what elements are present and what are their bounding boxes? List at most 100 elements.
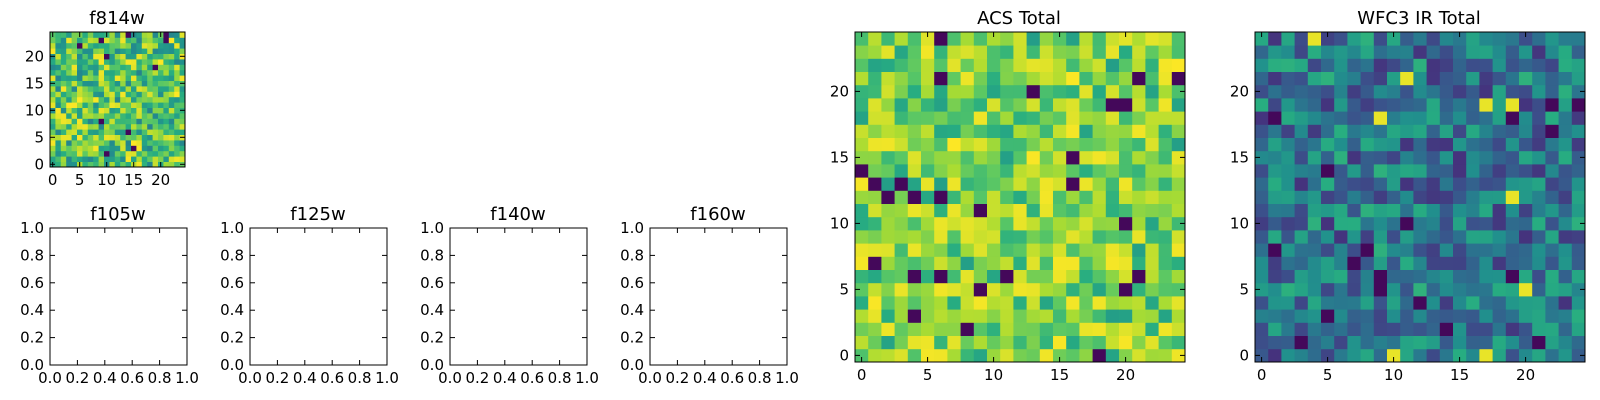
heatmap-cell xyxy=(1105,111,1120,125)
heatmap-cell xyxy=(158,64,164,71)
heatmap-cell xyxy=(1255,203,1269,218)
heatmap-cell xyxy=(1000,32,1014,46)
heatmap-cell xyxy=(1132,164,1146,178)
heatmap-cell xyxy=(1026,348,1041,363)
heatmap-cell xyxy=(907,269,922,284)
heatmap-cell xyxy=(973,296,988,310)
y-tick-label: 1.0 xyxy=(420,219,444,237)
heatmap-cell xyxy=(174,129,180,135)
heatmap-cell xyxy=(1132,296,1146,310)
heatmap-cell xyxy=(907,124,922,138)
x-tick-label: 15 xyxy=(1050,366,1069,384)
heatmap-cell xyxy=(136,75,143,81)
heatmap-cell xyxy=(66,37,72,44)
heatmap-cell xyxy=(93,107,99,114)
heatmap-cell xyxy=(174,48,180,54)
heatmap-cell xyxy=(934,71,948,86)
heatmap-cell xyxy=(1360,282,1375,297)
heatmap-cell xyxy=(1334,45,1348,59)
heatmap-cell xyxy=(1092,150,1107,165)
heatmap-cell xyxy=(1426,282,1441,297)
heatmap-cell xyxy=(1281,282,1295,297)
heatmap-cell xyxy=(163,91,170,98)
heatmap-cell xyxy=(147,150,153,157)
heatmap-cell xyxy=(868,309,882,323)
heatmap-cell xyxy=(1105,45,1120,59)
heatmap-cell xyxy=(868,216,882,231)
heatmap-cell xyxy=(158,102,164,108)
heatmap-cell xyxy=(868,256,882,270)
heatmap-cell xyxy=(1321,137,1335,152)
heatmap-cell xyxy=(947,335,961,350)
heatmap-cell xyxy=(163,53,170,60)
heatmap-cell xyxy=(1545,335,1559,350)
heatmap-cell xyxy=(152,37,159,44)
heatmap-cell xyxy=(1079,32,1093,46)
heatmap-cell xyxy=(1105,58,1120,72)
heatmap-cell xyxy=(1268,256,1282,270)
y-tick-label: 0 xyxy=(34,155,44,173)
heatmap-cell xyxy=(158,134,164,141)
heatmap-cell xyxy=(109,86,116,92)
heatmap-cell xyxy=(855,111,869,125)
heatmap-cell xyxy=(1281,203,1295,218)
heatmap-cell xyxy=(894,71,909,86)
panel-f105w: f105w 0.0 0.2 0.4 0.6 0.8 1.00.00.20.40.60.81… xyxy=(20,204,199,387)
heatmap-cell xyxy=(55,91,62,98)
heatmap-cell xyxy=(960,256,975,270)
heatmap-cell xyxy=(1092,282,1107,297)
heatmap-cell xyxy=(174,96,180,103)
heatmap-cell xyxy=(1158,150,1173,165)
heatmap-cell xyxy=(1387,111,1401,125)
heatmap-cell xyxy=(1571,111,1586,125)
heatmap-cell xyxy=(868,164,882,178)
heatmap-cell xyxy=(163,59,170,65)
heatmap-cell xyxy=(141,123,148,130)
heatmap-cell xyxy=(1039,203,1054,218)
heatmap-cell xyxy=(960,296,975,310)
heatmap-cell xyxy=(50,123,56,130)
heatmap-cell xyxy=(104,102,110,108)
heatmap-cell xyxy=(855,190,869,204)
heatmap-cell xyxy=(1307,216,1322,231)
heatmap-cell xyxy=(179,156,186,162)
heatmap-cell xyxy=(1013,32,1027,46)
heatmap-cell xyxy=(855,296,869,310)
heatmap-cell xyxy=(158,107,164,114)
heatmap-cell xyxy=(1268,111,1282,125)
heatmap-cell xyxy=(868,348,882,363)
heatmap-cell xyxy=(1558,282,1573,297)
heatmap-cell xyxy=(1413,150,1427,165)
heatmap-cell xyxy=(1571,269,1586,284)
heatmap-cell xyxy=(921,296,935,310)
panel-f160w: f160w 0.0 0.2 0.4 0.6 0.8 1.00.00.20.40.60.81… xyxy=(620,204,799,387)
heatmap-cell xyxy=(1492,296,1507,310)
x-tick-label: 15 xyxy=(1450,366,1469,384)
heatmap-cell xyxy=(1466,243,1480,257)
heatmap-cell xyxy=(1066,71,1080,86)
heatmap-cell xyxy=(179,32,186,38)
heatmap-cell xyxy=(174,113,180,119)
axis-ticks: 0.0 0.2 0.4 0.6 0.8 1.00.00.20.40.60.81.0 xyxy=(220,219,399,387)
heatmap-cell xyxy=(1053,309,1067,323)
heatmap-cell xyxy=(1171,230,1186,244)
heatmap-cell xyxy=(1294,150,1309,165)
heatmap-cell xyxy=(1532,309,1546,323)
heatmap-cell xyxy=(125,134,132,141)
heatmap-cell xyxy=(168,69,175,76)
heatmap-cell xyxy=(881,230,895,244)
heatmap-cell xyxy=(77,80,83,87)
heatmap-cell xyxy=(82,150,89,157)
heatmap-cell xyxy=(1373,216,1388,231)
heatmap-cell xyxy=(1281,177,1295,191)
heatmap-cell xyxy=(1145,177,1159,191)
heatmap-cell xyxy=(125,37,132,44)
heatmap-cell xyxy=(136,145,143,152)
heatmap-cell xyxy=(1479,111,1493,125)
heatmap-cell xyxy=(1171,98,1186,112)
heatmap-cell xyxy=(179,64,186,71)
heatmap-cell xyxy=(109,118,116,125)
heatmap-cell xyxy=(1413,32,1427,46)
heatmap-cell xyxy=(1492,256,1507,270)
heatmap-cell xyxy=(179,42,186,49)
